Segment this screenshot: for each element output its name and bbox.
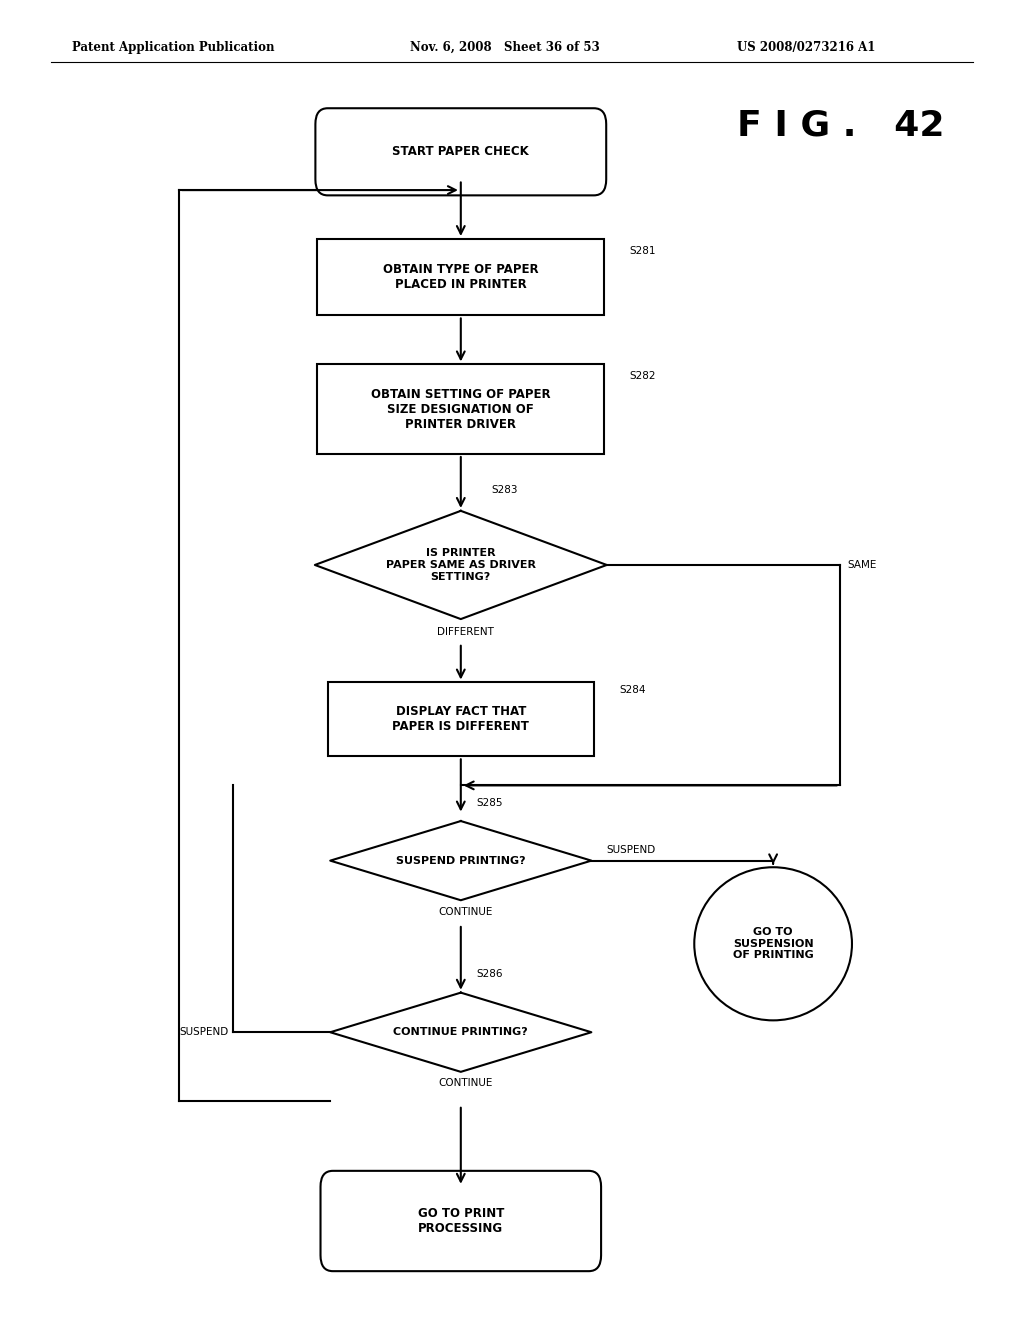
Text: SUSPEND: SUSPEND	[179, 1027, 228, 1038]
Text: OBTAIN TYPE OF PAPER
PLACED IN PRINTER: OBTAIN TYPE OF PAPER PLACED IN PRINTER	[383, 263, 539, 292]
Text: CONTINUE: CONTINUE	[438, 907, 494, 917]
Text: OBTAIN SETTING OF PAPER
SIZE DESIGNATION OF
PRINTER DRIVER: OBTAIN SETTING OF PAPER SIZE DESIGNATION…	[371, 388, 551, 430]
Text: S281: S281	[630, 246, 656, 256]
FancyBboxPatch shape	[321, 1171, 601, 1271]
Bar	[328, 682, 594, 756]
Ellipse shape	[694, 867, 852, 1020]
Text: Nov. 6, 2008   Sheet 36 of 53: Nov. 6, 2008 Sheet 36 of 53	[410, 41, 599, 54]
Text: GO TO PRINT
PROCESSING: GO TO PRINT PROCESSING	[418, 1206, 504, 1236]
FancyBboxPatch shape	[315, 108, 606, 195]
Text: S285: S285	[476, 797, 503, 808]
Text: S283: S283	[492, 484, 518, 495]
Text: DISPLAY FACT THAT
PAPER IS DIFFERENT: DISPLAY FACT THAT PAPER IS DIFFERENT	[392, 705, 529, 734]
Text: S284: S284	[620, 685, 646, 696]
Bar	[317, 239, 604, 315]
Text: START PAPER CHECK: START PAPER CHECK	[392, 145, 529, 158]
Text: GO TO
SUSPENSION
OF PRINTING: GO TO SUSPENSION OF PRINTING	[733, 927, 813, 961]
Text: US 2008/0273216 A1: US 2008/0273216 A1	[737, 41, 876, 54]
Text: Patent Application Publication: Patent Application Publication	[72, 41, 274, 54]
Polygon shape	[315, 511, 606, 619]
Bar	[317, 364, 604, 454]
Text: SUSPEND PRINTING?: SUSPEND PRINTING?	[396, 855, 525, 866]
Polygon shape	[330, 993, 592, 1072]
Text: SUSPEND: SUSPEND	[606, 845, 656, 855]
Text: CONTINUE: CONTINUE	[438, 1078, 494, 1089]
Text: IS PRINTER
PAPER SAME AS DRIVER
SETTING?: IS PRINTER PAPER SAME AS DRIVER SETTING?	[386, 548, 536, 582]
Text: S286: S286	[476, 969, 503, 979]
Text: F I G .   42: F I G . 42	[737, 108, 945, 143]
Text: S282: S282	[630, 371, 656, 381]
Text: DIFFERENT: DIFFERENT	[437, 627, 495, 638]
Text: CONTINUE PRINTING?: CONTINUE PRINTING?	[393, 1027, 528, 1038]
Text: SAME: SAME	[848, 560, 878, 570]
Polygon shape	[330, 821, 592, 900]
